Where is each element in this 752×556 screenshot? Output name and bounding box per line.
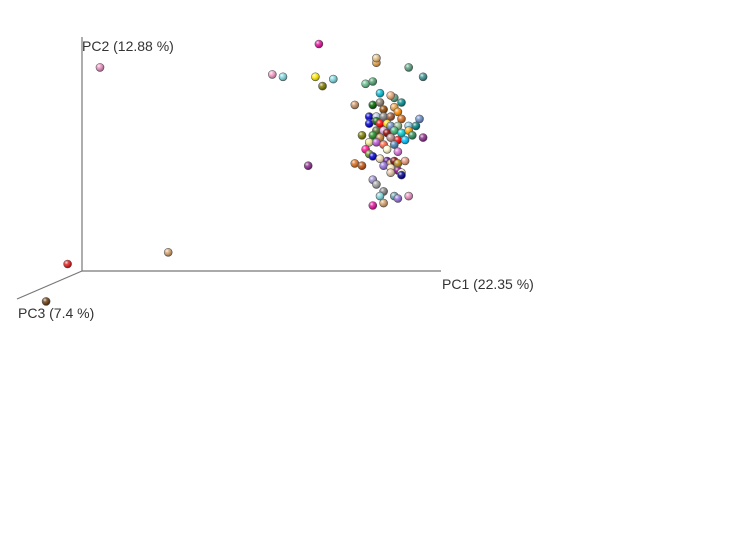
data-point-shading: [379, 161, 388, 170]
data-point-shading: [379, 105, 388, 114]
data-point-shading: [397, 114, 406, 123]
data-point-shading: [386, 91, 395, 100]
data-point-shading: [393, 159, 402, 168]
data-point-shading: [419, 133, 428, 142]
data-point-shading: [397, 98, 406, 107]
data-point-shading: [393, 107, 402, 116]
data-point-shading: [365, 138, 374, 147]
data-point-shading: [376, 89, 384, 98]
data-point-shading: [358, 131, 366, 140]
data-point-shading: [318, 82, 327, 91]
data-point-shading: [379, 112, 388, 121]
data-point-shading: [314, 40, 323, 48]
data-point-shading: [376, 192, 384, 201]
data-point-shading: [329, 75, 338, 84]
data-point-shading: [311, 72, 320, 81]
data-point-shading: [368, 77, 377, 86]
data-point-shading: [386, 133, 395, 142]
data-point-shading: [390, 126, 399, 135]
data-point-shading: [96, 63, 104, 72]
data-point-shading: [368, 100, 377, 109]
data-point-shading: [404, 192, 413, 201]
data-point-shading: [365, 119, 374, 128]
data-point-shading: [408, 131, 417, 140]
data-point-shading: [358, 161, 366, 170]
data-point-shading: [304, 161, 313, 170]
data-point-shading: [164, 248, 173, 257]
data-point-shading: [376, 154, 384, 163]
data-point-shading: [404, 63, 413, 72]
data-point-shading: [383, 145, 392, 154]
data-point-shading: [368, 152, 377, 161]
x-axis-label: PC1 (22.35 %): [442, 276, 534, 292]
data-point-shading: [365, 112, 374, 121]
data-point-shading: [350, 159, 359, 168]
data-point-shading: [390, 140, 399, 149]
data-point-shading: [63, 260, 72, 268]
data-point-shading: [401, 157, 410, 165]
data-point-shading: [397, 171, 406, 180]
z-axis-line: [16, 270, 83, 300]
data-point-shading: [376, 119, 384, 128]
data-point-shading: [411, 121, 420, 130]
data-point-shading: [415, 114, 424, 123]
y-axis-label: PC2 (12.88 %): [82, 38, 174, 54]
data-point-shading: [372, 54, 381, 63]
data-point-shading: [386, 112, 395, 121]
data-point-shading: [419, 72, 428, 81]
data-point-shading: [376, 98, 384, 107]
data-point-shading: [397, 128, 406, 137]
data-point-shading: [401, 136, 410, 144]
data-point-shading: [372, 138, 381, 147]
data-point-shading: [361, 79, 370, 88]
data-point-shading: [393, 194, 402, 203]
z-axis-label: PC3 (7.4 %): [18, 305, 94, 321]
data-point-shading: [368, 131, 377, 140]
data-point-shading: [368, 201, 377, 210]
data-point-shading: [42, 297, 51, 306]
data-points: [41, 39, 428, 306]
data-point-shading: [386, 168, 395, 177]
data-point-shading: [393, 147, 402, 156]
data-point-shading: [350, 100, 359, 109]
data-point-shading: [268, 70, 277, 79]
data-point-shading: [372, 180, 381, 189]
data-point-shading: [379, 199, 388, 208]
data-point-shading: [279, 72, 287, 81]
